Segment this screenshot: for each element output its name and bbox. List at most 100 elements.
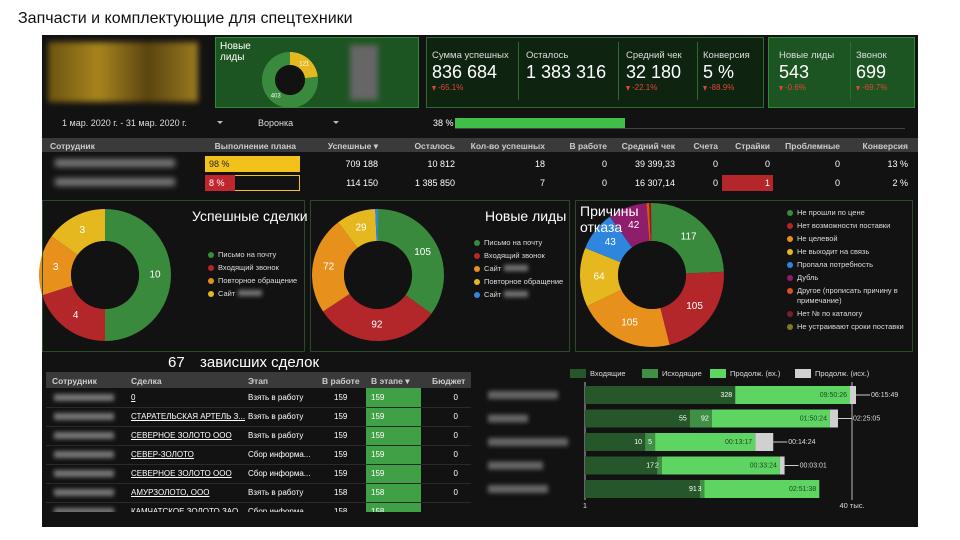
legend-item: Не прошли по цене — [787, 208, 907, 218]
table-cell: КАМЧАТСКОЕ ЗОЛОТО ЗАО — [131, 507, 239, 512]
delta-arrow — [779, 86, 783, 91]
legend-swatch — [208, 265, 214, 271]
page-title: Запчасти и комплектующие для спецтехники — [18, 10, 353, 27]
table-header — [46, 372, 471, 388]
legend-label: Сайт — [484, 290, 564, 300]
slice-label: 29 — [356, 223, 368, 234]
chart-panel — [575, 200, 913, 352]
highlight-column — [366, 388, 421, 512]
section-title: зависших сделок — [200, 354, 320, 371]
blurred-text — [504, 265, 529, 271]
legend-swatch — [474, 253, 480, 259]
kpi-label: Звонок — [856, 50, 887, 61]
column-header: Средний чек — [621, 141, 675, 151]
pie-slice — [312, 222, 358, 312]
table-cell: 0 — [601, 159, 607, 169]
legend-label: Не целевой — [797, 234, 838, 243]
legend-swatch — [787, 288, 793, 294]
legend-label: Не выходит на связь — [797, 247, 870, 256]
delta-arrow — [432, 86, 436, 91]
funnel-filter: Воронка — [258, 118, 294, 128]
legend-label: Другое (прописать причину в примечание) — [797, 286, 898, 305]
table-cell: Взять в работу — [248, 393, 304, 402]
blurred-text — [504, 291, 529, 297]
slice-label: 10 — [149, 270, 161, 281]
bar-label: 5 — [648, 439, 652, 446]
slice-label: 117 — [681, 231, 697, 242]
legend-item: Не целевой — [787, 234, 907, 244]
bar-segment — [755, 433, 774, 451]
pie-hole — [618, 241, 686, 309]
legend-swatch — [208, 278, 214, 284]
legend-swatch — [474, 266, 480, 272]
divider — [518, 42, 519, 100]
column-header: Бюджет — [432, 376, 466, 386]
column-header: В работе — [569, 141, 607, 151]
blurred-legend — [350, 45, 378, 100]
table-cell: 159 — [334, 393, 348, 402]
pie-slice — [375, 209, 378, 242]
blurred-text — [54, 413, 114, 420]
card-title: Новые лиды — [220, 41, 251, 63]
legend-label: Нет № по каталогу — [797, 309, 863, 318]
table-cell: СТАРАТЕЛЬСКАЯ АРТЕЛЬ З... — [131, 412, 246, 421]
pie-slice — [660, 271, 724, 345]
legend-swatch — [474, 292, 480, 298]
bar-label: 02:25:05 — [853, 415, 880, 422]
bar-segment — [779, 456, 785, 475]
legend-swatch — [795, 369, 811, 378]
legend-item: Повторное обращение — [208, 276, 298, 286]
blurred-text — [54, 470, 114, 477]
kpi-label: Новые лиды — [779, 50, 835, 61]
table-cell: 159 — [371, 450, 385, 459]
table-cell: 0 — [453, 393, 458, 402]
column-header: Сделка — [131, 376, 162, 386]
legend-swatch — [787, 311, 793, 317]
legend-swatch — [787, 275, 793, 281]
slice-label: 92 — [371, 320, 383, 331]
legend-label: Продолж. (исх.) — [815, 369, 870, 378]
chart-panel — [42, 200, 305, 352]
table-cell: Сбор информа... — [248, 469, 311, 478]
table-cell: 0 — [764, 159, 770, 169]
count: 67 — [168, 354, 185, 371]
pie-slice — [338, 209, 377, 248]
legend-item: Другое (прописать причину в примечание) — [787, 286, 907, 306]
blurred-category — [488, 414, 528, 423]
blurred-text — [54, 489, 114, 496]
table-cell: 159 — [371, 431, 385, 440]
table-cell: 18 — [534, 159, 545, 169]
table-cell: Взять в работу — [248, 412, 304, 421]
legend-swatch — [787, 210, 793, 216]
slice-label: 105 — [621, 318, 638, 329]
table-cell: СЕВЕРНОЕ ЗОЛОТО ООО — [131, 431, 232, 440]
legend-swatch — [474, 240, 480, 246]
legend-label: Продолж. (вх.) — [730, 369, 781, 378]
table-cell: 159 — [334, 412, 348, 421]
row-separator — [46, 483, 471, 484]
slice-label: 121 — [299, 61, 310, 67]
pie-slice — [378, 209, 444, 314]
progress-bar — [455, 118, 625, 128]
bar-segment — [735, 386, 850, 404]
divider — [697, 42, 698, 100]
bar-segment — [829, 409, 838, 428]
table-cell: 158 — [334, 507, 348, 512]
table-cell: 16 307,14 — [634, 178, 675, 188]
bar-label: 00:03:01 — [800, 462, 827, 469]
bar-segment — [655, 433, 756, 451]
table-cell: СЕВЕРНОЕ ЗОЛОТО ООО — [131, 469, 232, 478]
table-cell: 39 399,33 — [634, 159, 675, 169]
table-cell: 159 — [334, 431, 348, 440]
legend-item: Письмо на почту — [474, 238, 564, 248]
pie-slice — [290, 52, 318, 79]
legend-item: Дубль — [787, 273, 907, 283]
legend-swatch — [787, 324, 793, 330]
bar-segment — [585, 480, 700, 498]
table-cell: 0 — [453, 469, 458, 478]
column-header: Конверсия — [862, 141, 908, 151]
legend-item: Не устраивают сроки поставки — [787, 322, 907, 332]
delta-arrow — [703, 86, 707, 91]
legend: Не прошли по цене Нет возможности поставк… — [787, 208, 907, 332]
